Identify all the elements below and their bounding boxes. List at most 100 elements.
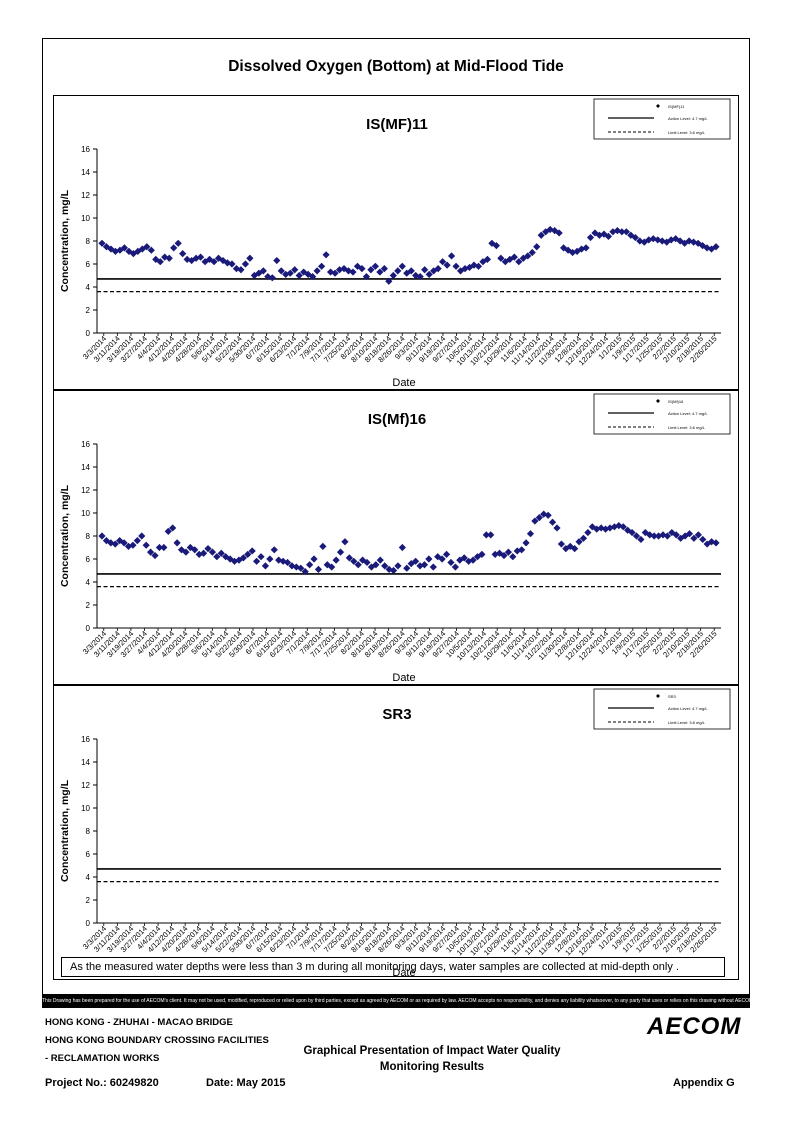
y-tick-label: 10 [81,214,90,223]
y-tick-label: 4 [86,283,91,292]
appendix-label: Appendix G [673,1077,735,1089]
legend-limit-label: Limit Level: 3.6 mg/L [668,720,706,725]
data-point [690,534,698,542]
data-point [712,243,720,251]
data-point [515,258,523,266]
data-point [416,273,424,281]
data-point [297,564,305,572]
data-point [425,270,433,278]
data-point [597,524,605,532]
data-point [174,239,182,247]
data-point [650,532,658,540]
y-tick-label: 16 [81,735,90,744]
data-point [403,564,411,572]
data-point [332,556,340,564]
data-point [564,246,572,254]
data-point [579,534,588,542]
data-point [219,256,227,265]
legend-marker [656,104,660,108]
y-axis-label: Concentration, mg/L [59,779,71,882]
chart-svg: IS(Mf)16 0 2 4 6 8 10 12 14 16 Concentration, mg/L… [59,393,731,684]
data-point [177,546,186,554]
data-point [421,266,429,274]
data-point [248,547,256,555]
legend-action-label: Action Level: 4.7 mg/L [668,411,708,416]
data-point [376,268,384,276]
data-point [201,258,209,266]
legend-box [593,98,731,140]
y-tick-label: 12 [81,486,90,495]
data-point [588,523,596,531]
data-point [155,543,164,552]
legend-limit-label: Limit Level: 3.6 mg/L [668,425,706,430]
data-point [170,244,178,252]
project-line-1: HONG KONG - ZHUHAI - MACAO BRIDGE [45,1017,233,1028]
chart-is-mf16: IS(Mf)16 0 2 4 6 8 10 12 14 16 Concentration, mg/L… [53,390,739,685]
data-point [497,254,505,262]
data-point [582,244,590,252]
data-point [291,266,299,274]
y-tick-label: 12 [81,781,90,790]
data-point [668,528,676,537]
data-point [528,248,536,257]
data-point [430,267,438,275]
data-point [628,528,636,537]
data-point [151,551,159,560]
x-axis-label: Date [392,377,415,389]
legend-series-label: IS(Mf)16 [668,399,684,404]
data-point [389,271,397,280]
data-point [353,262,362,270]
data-point [367,266,375,274]
data-point [595,231,604,239]
data-point [641,528,649,537]
y-axis-label: Concentration, mg/L [59,484,71,587]
data-point [560,244,568,252]
data-point [385,277,393,285]
chart-title: IS(Mf)16 [368,411,426,428]
data-point [535,514,543,522]
y-tick-label: 0 [86,919,91,928]
data-point [273,256,281,265]
drawing-title-line-2: Monitoring Results [379,1061,485,1073]
data-point [241,260,250,268]
data-point [160,543,168,552]
data-point [173,539,181,547]
data-point [314,565,323,573]
data-point [557,540,565,548]
data-point [407,267,415,275]
data-point [165,254,173,262]
data-point [98,532,106,540]
y-tick-label: 6 [86,260,91,269]
data-point [637,535,645,544]
data-point [213,553,221,561]
data-point [524,252,532,260]
y-tick-label: 12 [81,191,90,200]
data-point [389,566,398,575]
data-point [138,532,146,540]
data-point [412,271,420,280]
y-tick-label: 14 [81,168,90,177]
data-point [345,554,353,562]
data-point [699,535,707,544]
y-tick-label: 14 [81,463,90,472]
data-point [217,549,225,557]
y-tick-label: 4 [86,873,91,882]
data-point [336,548,345,556]
data-point [631,233,639,242]
data-point [425,555,433,563]
data-point [438,555,446,563]
data-point [531,517,539,525]
data-point [318,262,326,270]
data-point [456,556,464,564]
disclaimer-bar: This Drawing has been prepared for the u… [42,994,750,1008]
legend: IS(MF)11 Action Level: 4.7 mg/L Limit Leve… [593,98,731,140]
data-point [568,248,577,257]
data-point [310,555,318,563]
legend-series-label: SR3 [668,694,677,699]
y-tick-label: 4 [86,578,91,587]
data-point [133,537,141,545]
data-point [537,231,545,239]
data-point [434,265,442,273]
chart-title: SR3 [382,706,411,723]
data-point [622,228,630,236]
